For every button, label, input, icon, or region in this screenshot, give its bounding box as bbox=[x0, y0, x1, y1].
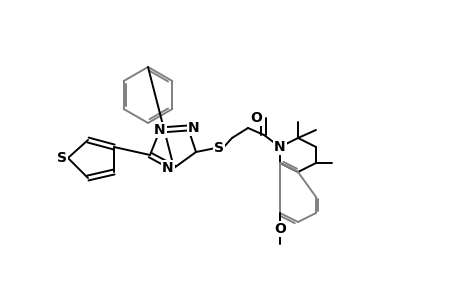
Text: N: N bbox=[154, 123, 165, 137]
Text: N: N bbox=[162, 161, 174, 175]
Text: N: N bbox=[188, 121, 199, 135]
Text: S: S bbox=[213, 141, 224, 155]
Text: N: N bbox=[274, 140, 285, 154]
Text: O: O bbox=[274, 222, 285, 236]
Text: S: S bbox=[57, 151, 67, 165]
Text: O: O bbox=[250, 111, 261, 125]
